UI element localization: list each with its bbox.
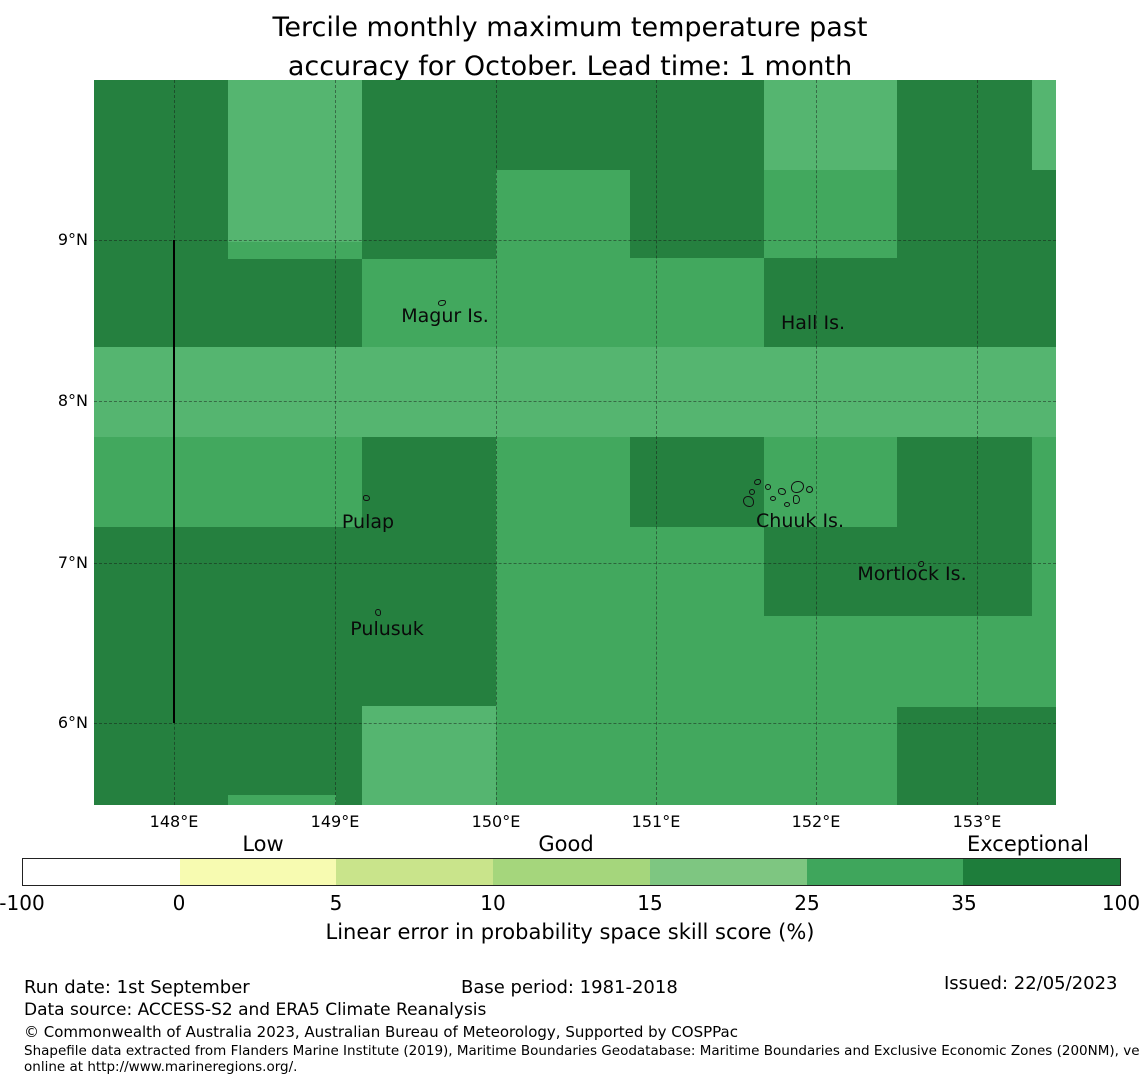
graticule-meridian	[496, 80, 497, 805]
skill-region	[362, 706, 496, 805]
longitude-tick-label: 149°E	[310, 812, 360, 831]
skill-region	[897, 80, 1056, 258]
graticule-parallel	[94, 563, 1056, 564]
island-outline	[793, 495, 800, 504]
island-label: Magur Is.	[401, 305, 489, 327]
island-label: Mortlock Is.	[857, 563, 967, 585]
colorbar-bin	[806, 859, 964, 885]
colorbar-caption: Low	[242, 832, 284, 856]
island-label: Pulap	[341, 511, 395, 533]
graticule-parallel	[94, 723, 1056, 724]
colorbar-bin	[179, 859, 337, 885]
colorbar-tick-label: 35	[951, 891, 977, 915]
island-outline	[806, 486, 813, 493]
island-outline	[778, 488, 786, 495]
island-outline	[375, 609, 381, 616]
colorbar	[22, 858, 1121, 886]
latitude-tick-label: 6°N	[57, 713, 88, 732]
island-label: Chuuk Is.	[756, 510, 844, 532]
island-outline	[770, 496, 776, 501]
skill-region	[228, 80, 362, 242]
island-outline	[765, 484, 771, 490]
island-outline	[363, 495, 370, 501]
shapefile-attribution-line2: online at http://www.marineregions.org/.	[24, 1059, 298, 1075]
island-outline	[743, 496, 754, 507]
island-outline	[784, 502, 790, 507]
skill-region	[1032, 80, 1056, 170]
latitude-tick-label: 8°N	[57, 391, 88, 410]
skill-region	[630, 170, 764, 258]
colorbar-tick-label: 25	[794, 891, 820, 915]
skill-region	[228, 795, 336, 805]
skill-region	[228, 259, 362, 348]
colorbar-bin	[23, 859, 180, 885]
skill-region	[362, 437, 496, 706]
colorbar-tick-label: 5	[329, 891, 343, 915]
island-label: Pulusuk	[350, 618, 424, 640]
skill-region	[94, 347, 1056, 437]
skill-region	[94, 527, 362, 805]
skill-region	[897, 437, 1032, 527]
skill-region	[362, 170, 496, 259]
longitude-tick-label: 151°E	[631, 812, 681, 831]
latitude-tick-label: 7°N	[57, 553, 88, 572]
skill-region	[362, 80, 764, 170]
base-period-text: Base period: 1981-2018	[461, 977, 678, 998]
graticule-meridian	[335, 80, 336, 805]
graticule-meridian	[977, 80, 978, 805]
graticule-parallel	[94, 240, 1056, 241]
latitude-tick-label: 9°N	[57, 230, 88, 249]
colorbar-axis-label: Linear error in probability space skill …	[325, 920, 815, 944]
copyright-text: © Commonwealth of Australia 2023, Austra…	[24, 1023, 738, 1041]
data-source-text: Data source: ACCESS-S2 and ERA5 Climate …	[24, 1000, 487, 1020]
skill-region	[764, 80, 897, 170]
run-date-text: Run date: 1st September	[24, 977, 250, 998]
colorbar-tick-label: -100	[0, 891, 45, 915]
graticule-parallel	[94, 401, 1056, 402]
colorbar-tick-label: 15	[637, 891, 663, 915]
colorbar-bin	[963, 859, 1121, 885]
colorbar-bin	[649, 859, 807, 885]
skill-region	[630, 437, 764, 527]
longitude-tick-label: 153°E	[952, 812, 1002, 831]
colorbar-bin	[493, 859, 650, 885]
island-outline	[438, 300, 446, 306]
eez-boundary-line	[173, 240, 175, 723]
skill-region	[897, 707, 1056, 805]
longitude-tick-label: 148°E	[149, 812, 199, 831]
issued-date-text: Issued: 22/05/2023	[944, 973, 1118, 994]
colorbar-tick-label: 0	[172, 891, 186, 915]
figure-title: Tercile monthly maximum temperature past…	[0, 8, 1140, 86]
colorbar-tick-label: 100	[1101, 891, 1140, 915]
skill-region	[94, 80, 228, 348]
colorbar-bin	[336, 859, 494, 885]
island-outline	[754, 479, 761, 485]
island-outline	[749, 489, 755, 495]
skill-region	[764, 527, 1032, 616]
island-label: Hall Is.	[780, 312, 846, 334]
colorbar-tick-label: 10	[480, 891, 506, 915]
graticule-meridian	[656, 80, 657, 805]
graticule-meridian	[816, 80, 817, 805]
island-outline	[918, 561, 924, 567]
colorbar-caption: Exceptional	[966, 832, 1090, 856]
longitude-tick-label: 150°E	[471, 812, 521, 831]
shapefile-attribution-line1: Shapefile data extracted from Flanders M…	[24, 1043, 1140, 1059]
skill-region	[764, 258, 1056, 347]
colorbar-caption: Good	[538, 832, 594, 856]
longitude-tick-label: 152°E	[791, 812, 841, 831]
map-canvas: Magur Is. Hall Is. Pulap Chuuk Is. Pulusuk Mo…	[94, 80, 1056, 805]
figure-title-line1: Tercile monthly maximum temperature past	[272, 12, 868, 43]
figure-title-line2: accuracy for October. Lead time: 1 month	[287, 51, 853, 82]
island-outline	[791, 481, 804, 493]
